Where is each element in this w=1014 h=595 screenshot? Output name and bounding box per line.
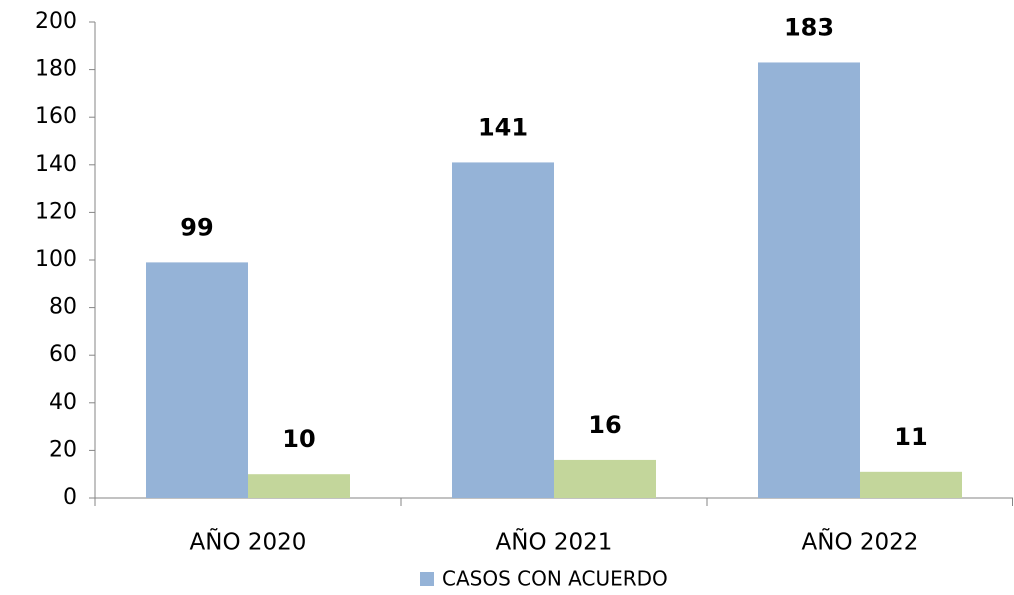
y-tick-label: 180 xyxy=(35,57,77,82)
bar xyxy=(452,162,554,499)
bar xyxy=(860,471,962,498)
legend-swatch xyxy=(420,572,434,586)
bar xyxy=(146,262,248,498)
data-label: 141 xyxy=(478,113,528,141)
legend-label: CASOS CON ACUERDO xyxy=(442,567,668,591)
bar xyxy=(554,459,656,498)
data-label: 16 xyxy=(588,411,621,439)
y-tick-label: 60 xyxy=(49,342,77,367)
y-tick-label: 200 xyxy=(35,9,77,34)
x-tick-label: AÑO 2022 xyxy=(802,528,919,556)
data-label: 10 xyxy=(282,425,315,453)
data-label: 183 xyxy=(784,13,834,41)
y-tick-label: 80 xyxy=(49,295,77,320)
bar xyxy=(248,474,350,498)
y-tick-label: 160 xyxy=(35,104,77,129)
y-tick-label: 120 xyxy=(35,199,77,224)
y-tick-label: 100 xyxy=(35,247,77,272)
y-tick-label: 40 xyxy=(49,390,77,415)
y-tick-label: 140 xyxy=(35,152,77,177)
bar xyxy=(758,62,860,499)
data-label: 99 xyxy=(180,213,213,241)
y-tick-label: 0 xyxy=(63,485,77,510)
data-label: 11 xyxy=(894,423,927,451)
y-tick-label: 20 xyxy=(49,437,77,462)
x-tick-label: AÑO 2020 xyxy=(190,528,307,556)
x-tick-label: AÑO 2021 xyxy=(496,528,613,556)
